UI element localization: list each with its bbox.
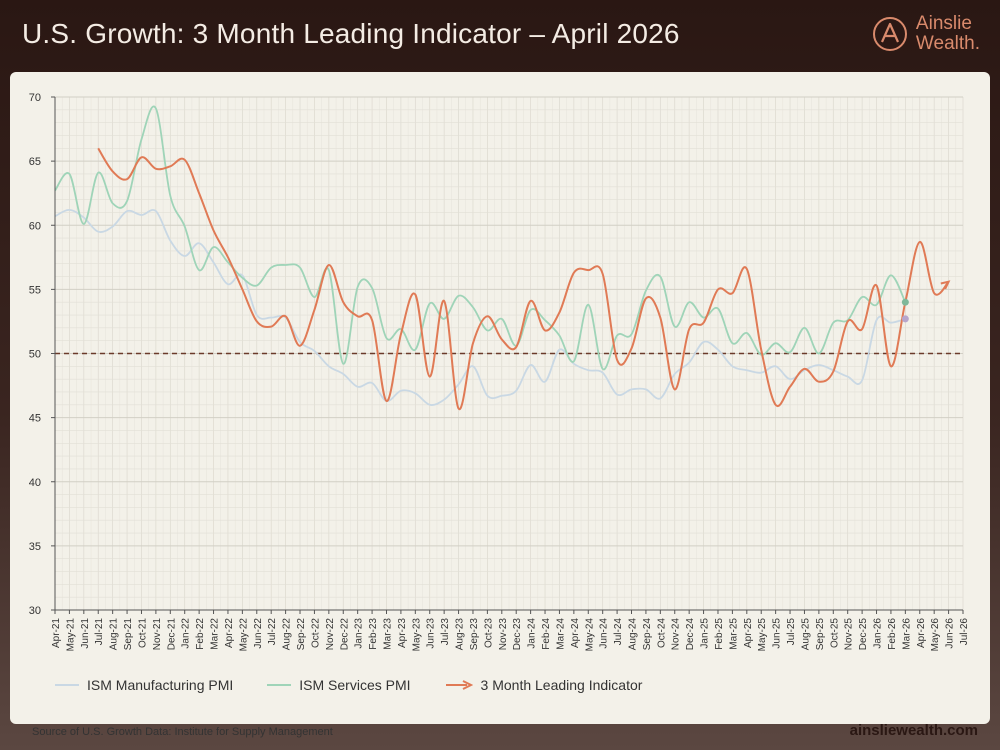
chart-legend: ISM Manufacturing PMI ISM Services PMI 3… xyxy=(55,677,642,693)
website-link[interactable]: ainsliewealth.com xyxy=(849,722,978,739)
x-tick-label: May-23 xyxy=(411,618,422,652)
x-tick-label: Dec-24 xyxy=(685,618,696,651)
x-tick-label: Mar-26 xyxy=(901,618,912,650)
x-tick-label: Apr-26 xyxy=(916,618,927,648)
legend-label-services: ISM Services PMI xyxy=(299,677,411,693)
x-tick-label: Nov-23 xyxy=(498,618,509,651)
x-tick-label: Apr-23 xyxy=(397,618,408,648)
x-tick-label: Dec-25 xyxy=(858,618,869,651)
y-tick-label: 55 xyxy=(29,284,41,296)
series-line-leading-indicator xyxy=(97,147,950,410)
brand-logo: Ainslie Wealth. xyxy=(870,14,980,54)
x-tick-label: May-21 xyxy=(65,618,76,652)
x-tick-label: May-26 xyxy=(930,618,941,652)
x-tick-label: Feb-23 xyxy=(368,618,379,650)
x-tick-label: Mar-24 xyxy=(555,618,566,650)
x-tick-label: Oct-22 xyxy=(310,618,321,648)
x-tick-label: Sep-21 xyxy=(123,618,134,651)
brand-name-line2: Wealth. xyxy=(915,33,980,54)
x-tick-label: Jul-22 xyxy=(267,618,278,646)
x-tick-label: Mar-23 xyxy=(382,618,393,650)
x-tick-label: Dec-23 xyxy=(512,618,523,651)
x-tick-label: Dec-21 xyxy=(166,618,177,651)
x-tick-label: Jul-25 xyxy=(786,618,797,646)
legend-item-manufacturing: ISM Manufacturing PMI xyxy=(55,677,233,693)
x-tick-label: Nov-25 xyxy=(844,618,855,651)
x-tick-label: Feb-24 xyxy=(541,618,552,650)
x-tick-label: Jan-23 xyxy=(354,618,365,649)
source-note: Source of U.S. Growth Data: Institute fo… xyxy=(32,726,333,738)
x-tick-label: Jul-24 xyxy=(613,618,624,646)
x-tick-label: Oct-24 xyxy=(656,618,667,648)
x-tick-label: Sep-23 xyxy=(469,618,480,651)
x-tick-label: Aug-22 xyxy=(282,618,293,651)
x-tick-label: Jun-26 xyxy=(945,618,956,649)
x-tick-label: Feb-22 xyxy=(195,618,206,650)
y-tick-label: 50 xyxy=(29,349,41,361)
x-tick-label: Jul-23 xyxy=(440,618,451,646)
x-tick-label: Jan-24 xyxy=(527,618,538,649)
x-tick-label: May-22 xyxy=(238,618,249,652)
x-tick-label: Aug-25 xyxy=(800,618,811,651)
x-tick-label: Nov-21 xyxy=(152,618,163,651)
legend-label-leading-indicator: 3 Month Leading Indicator xyxy=(480,677,643,693)
x-tick-label: Apr-25 xyxy=(743,618,754,648)
x-tick-label: Oct-23 xyxy=(483,618,494,648)
y-tick-label: 65 xyxy=(29,156,41,168)
y-tick-label: 45 xyxy=(29,413,41,425)
x-tick-label: May-25 xyxy=(757,618,768,652)
x-tick-label: Mar-22 xyxy=(210,618,221,650)
series-endpoint-marker xyxy=(901,298,909,306)
x-tick-label: Oct-21 xyxy=(137,618,148,648)
x-tick-label: Aug-24 xyxy=(628,618,639,651)
x-tick-label: Apr-21 xyxy=(51,618,62,648)
ainslie-logo-icon xyxy=(872,17,907,51)
chart-panel xyxy=(10,72,990,724)
x-tick-label: Sep-22 xyxy=(296,618,307,651)
y-tick-label: 70 xyxy=(29,92,41,104)
x-tick-label: Jun-21 xyxy=(80,618,91,649)
x-tick-label: Mar-25 xyxy=(728,618,739,650)
x-tick-label: Aug-21 xyxy=(109,618,120,651)
leading-indicator-arrow-head xyxy=(940,280,951,290)
series-endpoint-marker xyxy=(901,315,909,323)
y-tick-label: 60 xyxy=(29,220,41,232)
x-tick-label: Aug-23 xyxy=(455,618,466,651)
legend-item-services: ISM Services PMI xyxy=(267,677,411,693)
y-tick-label: 40 xyxy=(29,477,41,489)
x-tick-label: Nov-22 xyxy=(325,618,336,651)
legend-arrow-icon xyxy=(445,680,473,690)
x-tick-label: Jun-22 xyxy=(253,618,264,649)
brand-name-line1: Ainslie xyxy=(915,13,972,34)
x-tick-label: Apr-24 xyxy=(570,618,581,648)
series-line-services xyxy=(54,105,907,371)
x-tick-label: Jun-25 xyxy=(772,618,783,649)
x-tick-label: Sep-25 xyxy=(815,618,826,651)
x-tick-label: Jan-25 xyxy=(700,618,711,649)
x-tick-label: Dec-22 xyxy=(339,618,350,651)
legend-swatch-manufacturing xyxy=(55,684,79,686)
x-tick-label: Oct-25 xyxy=(829,618,840,648)
x-tick-label: Sep-24 xyxy=(642,618,653,651)
x-tick-label: Jun-24 xyxy=(599,618,610,649)
x-tick-label: Jul-26 xyxy=(959,618,970,646)
x-tick-label: Apr-22 xyxy=(224,618,235,648)
y-tick-label: 30 xyxy=(29,605,41,617)
legend-label-manufacturing: ISM Manufacturing PMI xyxy=(87,677,234,693)
x-tick-label: Feb-25 xyxy=(714,618,725,650)
y-tick-label: 35 xyxy=(29,541,41,553)
x-tick-label: Nov-24 xyxy=(671,618,682,651)
x-tick-label: Jul-21 xyxy=(94,618,105,646)
x-tick-label: Jan-22 xyxy=(181,618,192,649)
page-title: U.S. Growth: 3 Month Leading Indicator –… xyxy=(22,18,680,49)
x-tick-label: Jun-23 xyxy=(426,618,437,649)
x-tick-label: May-24 xyxy=(584,618,595,652)
x-tick-label: Jan-26 xyxy=(873,618,884,649)
series-line-manufacturing xyxy=(54,209,906,406)
x-tick-label: Feb-26 xyxy=(887,618,898,650)
legend-item-leading-indicator: 3 Month Leading Indicator xyxy=(445,677,643,693)
legend-swatch-services xyxy=(267,684,292,686)
